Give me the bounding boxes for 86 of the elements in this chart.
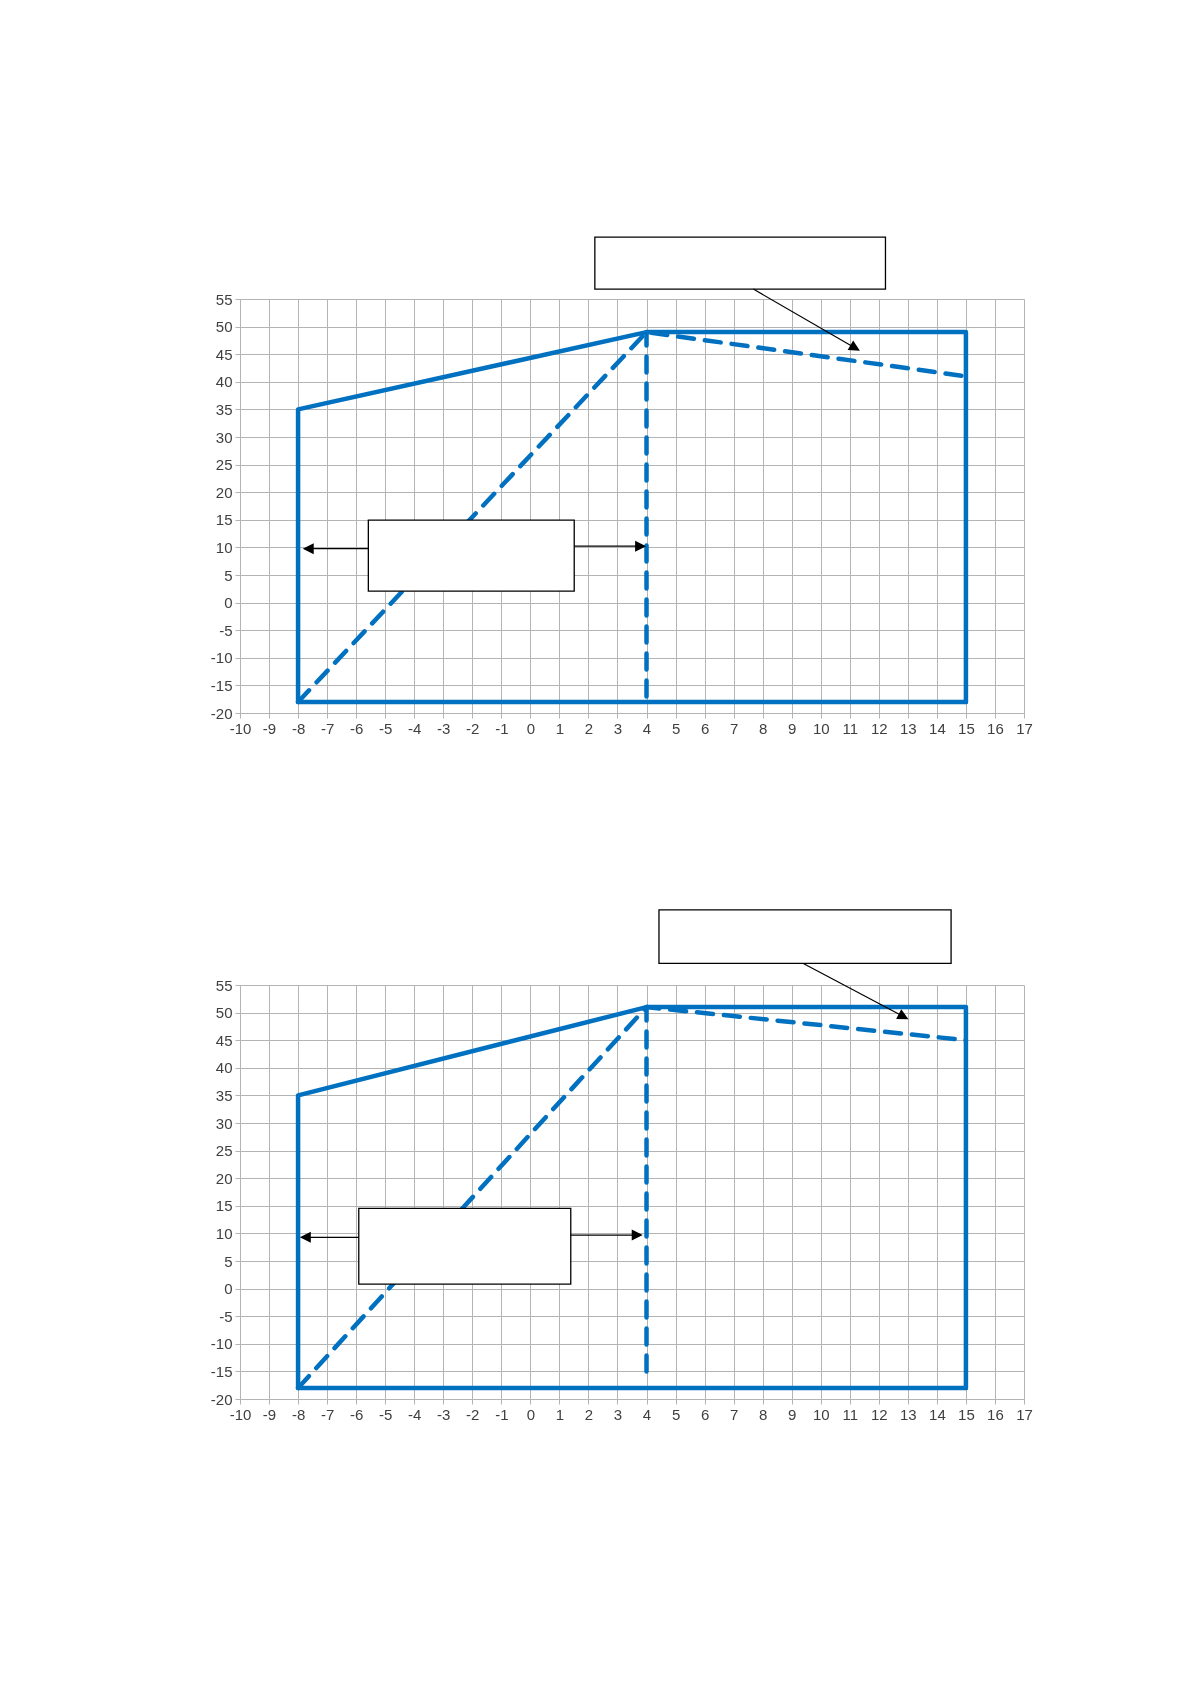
y-tick-label: 20 bbox=[215, 483, 233, 501]
y-tick-label: 30 bbox=[215, 1114, 233, 1132]
x-tick-label: -1 bbox=[495, 1405, 509, 1423]
x-tick-label: -3 bbox=[437, 719, 451, 737]
y-tick-label: 15 bbox=[215, 1197, 233, 1215]
y-tick-label: -10 bbox=[210, 649, 233, 667]
y-tick-label: 50 bbox=[215, 318, 233, 336]
y-tick-label: 5 bbox=[224, 1252, 233, 1270]
x-tick-label: -5 bbox=[379, 1405, 393, 1423]
x-tick-label: 0 bbox=[526, 719, 536, 737]
y-tick-label: 15 bbox=[215, 511, 233, 529]
y-tick-label: 55 bbox=[215, 290, 233, 308]
x-tick-label: 1 bbox=[555, 719, 565, 737]
x-tick-label: -1 bbox=[495, 719, 509, 737]
x-tick-label: 5 bbox=[671, 1405, 681, 1423]
x-tick-label: -7 bbox=[320, 719, 335, 737]
x-tick-label: -2 bbox=[466, 1405, 480, 1423]
x-tick-label: 12 bbox=[870, 1405, 888, 1423]
y-tick-label: 10 bbox=[215, 538, 233, 556]
y-tick-label: 30 bbox=[215, 428, 233, 446]
y-tick-label: 25 bbox=[215, 456, 233, 474]
x-tick-label: -8 bbox=[291, 1405, 306, 1423]
x-tick-label: -9 bbox=[262, 719, 277, 737]
y-tick-label: 0 bbox=[224, 1280, 233, 1298]
x-tick-label: 0 bbox=[526, 1405, 536, 1423]
x-tick-label: 9 bbox=[788, 719, 797, 737]
x-tick-label: 4 bbox=[642, 719, 652, 737]
x-tick-label: 3 bbox=[613, 719, 623, 737]
x-tick-label: 1 bbox=[555, 1405, 565, 1423]
x-tick-label: -8 bbox=[291, 719, 306, 737]
x-tick-label: 8 bbox=[758, 719, 768, 737]
x-tick-label: 11 bbox=[842, 719, 859, 737]
x-tick-label: 14 bbox=[929, 719, 946, 737]
x-tick-label: 17 bbox=[1016, 1405, 1033, 1423]
x-tick-label: -6 bbox=[349, 1405, 364, 1423]
x-tick-label: 2 bbox=[584, 1405, 594, 1423]
y-tick-label: -5 bbox=[219, 1307, 233, 1325]
x-tick-label: 10 bbox=[812, 719, 830, 737]
x-tick-label: -4 bbox=[408, 1405, 422, 1423]
x-tick-label: -9 bbox=[262, 1405, 277, 1423]
x-tick-label: 3 bbox=[613, 1405, 623, 1423]
y-tick-label: -5 bbox=[219, 621, 233, 639]
y-tick-label: 40 bbox=[215, 1059, 233, 1077]
x-tick-label: 7 bbox=[729, 719, 739, 737]
y-tick-label: 20 bbox=[215, 1169, 233, 1187]
x-tick-label: -6 bbox=[349, 719, 364, 737]
x-tick-label: 8 bbox=[758, 1405, 768, 1423]
x-tick-label: 14 bbox=[929, 1405, 946, 1423]
y-tick-label: 40 bbox=[215, 373, 233, 391]
y-tick-label: 35 bbox=[215, 1086, 233, 1104]
y-tick-label: -10 bbox=[210, 1335, 233, 1353]
y-tick-label: 50 bbox=[215, 1004, 233, 1022]
y-tick-label: 45 bbox=[215, 345, 233, 363]
x-tick-label: 11 bbox=[842, 1405, 859, 1423]
x-tick-label: 6 bbox=[700, 719, 710, 737]
x-tick-label: 13 bbox=[900, 719, 917, 737]
y-tick-label: -15 bbox=[210, 676, 233, 694]
x-tick-label: 16 bbox=[987, 1405, 1004, 1423]
y-tick-label: 45 bbox=[215, 1031, 233, 1049]
x-tick-label: -7 bbox=[320, 1405, 335, 1423]
x-tick-label: 9 bbox=[788, 1405, 797, 1423]
x-tick-label: 15 bbox=[958, 719, 975, 737]
x-tick-label: 2 bbox=[584, 719, 594, 737]
x-tick-label: 17 bbox=[1016, 719, 1033, 737]
x-tick-label: 13 bbox=[900, 1405, 917, 1423]
y-tick-label: 10 bbox=[215, 1224, 233, 1242]
x-tick-label: -5 bbox=[379, 719, 393, 737]
y-tick-label: 0 bbox=[224, 594, 233, 612]
y-tick-label: 5 bbox=[224, 566, 233, 584]
x-tick-label: -4 bbox=[408, 719, 422, 737]
x-tick-label: 6 bbox=[700, 1405, 710, 1423]
y-tick-label: -20 bbox=[210, 704, 233, 722]
y-tick-label: 25 bbox=[215, 1142, 233, 1160]
x-tick-label: 15 bbox=[958, 1405, 975, 1423]
y-tick-label: -15 bbox=[210, 1362, 233, 1380]
y-tick-label: 55 bbox=[215, 976, 233, 994]
x-tick-label: 10 bbox=[812, 1405, 830, 1423]
x-tick-label: 7 bbox=[729, 1405, 739, 1423]
x-tick-label: 16 bbox=[987, 719, 1004, 737]
y-tick-label: 35 bbox=[215, 400, 233, 418]
y-tick-label: -20 bbox=[210, 1390, 233, 1408]
x-tick-label: 12 bbox=[870, 719, 888, 737]
x-tick-label: -2 bbox=[466, 719, 480, 737]
x-tick-label: 4 bbox=[642, 1405, 652, 1423]
x-tick-label: -3 bbox=[437, 1405, 451, 1423]
x-tick-label: 5 bbox=[671, 719, 681, 737]
